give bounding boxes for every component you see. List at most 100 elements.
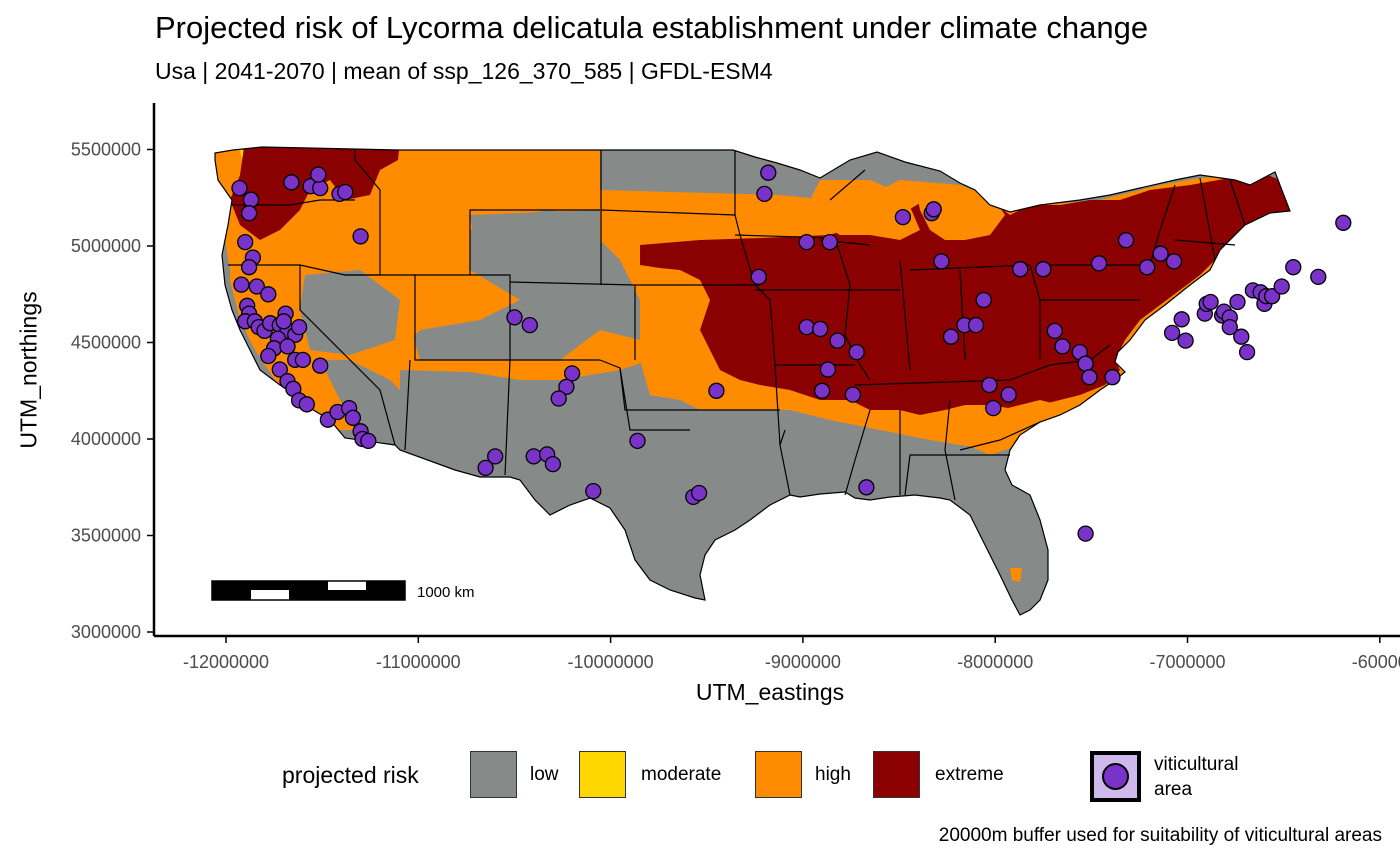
viticultural-points	[231, 164, 1352, 542]
scale-bar: 1000 km	[211, 580, 475, 601]
viticultural-point	[1054, 338, 1071, 355]
viticultural-point	[1138, 259, 1156, 276]
legend-key-viticultural	[1090, 751, 1141, 802]
viticultural-point	[819, 361, 837, 378]
viticultural-point	[550, 390, 567, 407]
viticultural-point	[1090, 255, 1108, 272]
low-arizona	[400, 370, 560, 440]
viticultural-point	[240, 205, 258, 222]
viticultural-point	[231, 179, 248, 197]
legend-label-moderate: moderate	[641, 764, 722, 785]
map-subtitle: Usa | 2041-2070 | mean of ssp_126_370_58…	[155, 58, 773, 84]
viticultural-point	[1177, 332, 1194, 349]
viticultural-point	[985, 399, 1002, 417]
viticultural-point	[312, 179, 329, 197]
viticultural-dot-icon	[1102, 763, 1129, 790]
y-tick-label: 3500000	[71, 526, 141, 546]
legend-label-high: high	[815, 764, 851, 785]
viticultural-point	[1221, 318, 1238, 336]
viticultural-point	[352, 228, 369, 245]
viticultural-point	[544, 455, 562, 473]
viticultural-point	[344, 409, 362, 426]
viticultural-point	[563, 365, 581, 382]
viticultural-point	[260, 347, 277, 365]
y-tick-label: 4000000	[71, 429, 141, 449]
viticultural-point	[942, 328, 960, 345]
x-tick-label: -12000000	[183, 652, 269, 672]
viticultural-point	[821, 233, 838, 251]
viticultural-point	[975, 291, 992, 309]
x-tick-label: -10000000	[568, 652, 654, 672]
legend-key-low	[470, 751, 517, 798]
viticultural-point	[337, 183, 354, 201]
viticultural-point	[1117, 232, 1135, 249]
viticultural-point	[233, 276, 250, 293]
y-tick-label: 5000000	[71, 236, 141, 256]
x-tick-label: -7000000	[1149, 652, 1225, 672]
viticultural-point	[750, 268, 767, 286]
viticultural-point	[1077, 355, 1094, 372]
viticultural-point	[312, 357, 329, 374]
legend-label-viticultural: viticultural area	[1154, 754, 1239, 800]
viticultural-point	[237, 233, 254, 251]
viticultural-point	[283, 174, 300, 191]
axes	[152, 103, 1400, 638]
x-tick-label: -11000000	[376, 652, 461, 672]
low-dakotas	[600, 150, 790, 190]
legend-key-extreme	[873, 751, 920, 798]
viticultural-point	[1081, 369, 1098, 386]
viticultural-point	[271, 361, 288, 378]
viticultural-point	[585, 482, 602, 500]
viticultural-point	[894, 208, 912, 226]
viticultural-point	[310, 166, 327, 183]
viticultural-point	[858, 479, 875, 496]
y-tick-label: 4500000	[71, 333, 141, 353]
caption: 20000m buffer used for suitability of vi…	[938, 825, 1382, 846]
viticultural-point	[260, 286, 277, 303]
viticultural-point	[829, 332, 846, 349]
high-michigan	[915, 185, 1005, 240]
viticultural-point	[760, 164, 777, 181]
viticultural-point	[1263, 288, 1281, 305]
high-wisconsin	[810, 180, 920, 240]
viticultural-point	[558, 378, 575, 396]
y-tick-label: 5500000	[71, 140, 141, 160]
viticultural-point	[290, 318, 308, 336]
viticultural-point	[294, 351, 312, 369]
axis-ticks: -12000000 -11000000 -10000000 -9000000 -8000…	[71, 140, 1400, 673]
viticultural-point	[521, 316, 538, 334]
viticultural-point	[756, 185, 773, 203]
y-tick-label: 3000000	[71, 622, 141, 642]
viticultural-point	[1238, 343, 1256, 361]
viticultural-point	[360, 432, 377, 450]
viticultural-point	[477, 459, 494, 477]
scale-bar-label: 1000 km	[417, 584, 475, 601]
risk-raster	[215, 147, 1290, 615]
low-wyoming	[470, 210, 600, 285]
viticultural-point	[1229, 293, 1246, 311]
viticultural-point	[813, 382, 831, 399]
viticultural-point	[248, 278, 265, 295]
viticultural-point	[1165, 253, 1183, 270]
viticultural-point	[1273, 278, 1290, 295]
x-tick-label: -9000000	[765, 652, 841, 672]
viticultural-point	[629, 432, 646, 450]
state-boundaries	[214, 146, 1291, 616]
extreme-nw	[230, 147, 400, 240]
viticultural-point	[1233, 328, 1250, 345]
viticultural-point	[967, 316, 985, 334]
viticultural-point	[1310, 268, 1327, 286]
viticultural-point	[275, 313, 292, 330]
viticultural-point	[1335, 214, 1352, 231]
viticultural-point	[844, 386, 862, 403]
viticultural-point	[708, 382, 725, 399]
viticultural-point	[812, 320, 829, 338]
x-tick-label: -8000000	[957, 652, 1033, 672]
viticultural-point	[1152, 245, 1169, 262]
viticultural-point	[933, 253, 950, 270]
high-florida	[1010, 568, 1022, 582]
viticultural-point	[1104, 369, 1121, 386]
map-title: Projected risk of Lycorma delicatula est…	[155, 10, 1149, 45]
viticultural-point	[1000, 386, 1017, 403]
